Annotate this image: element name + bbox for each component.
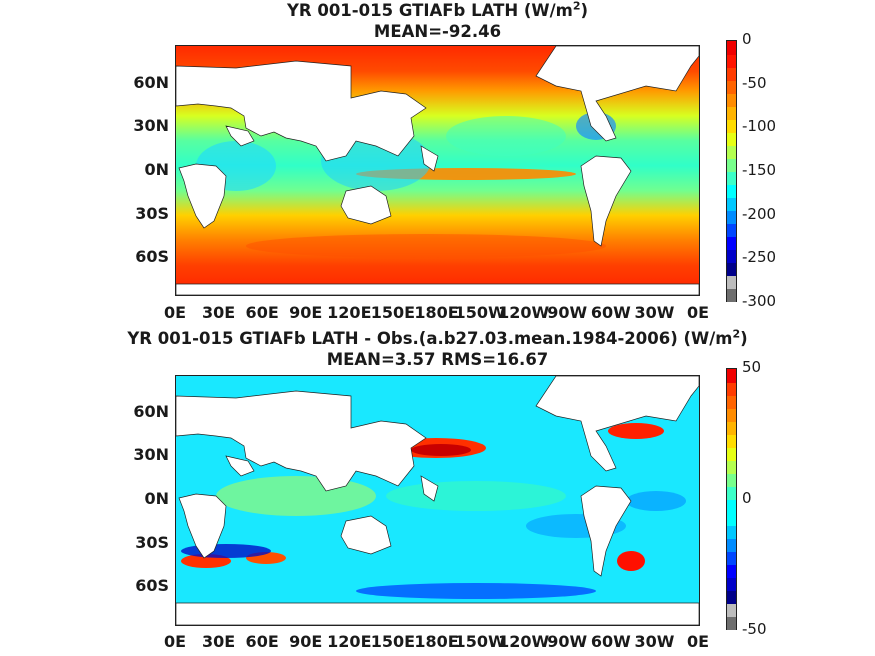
colorbar-swatch <box>727 395 736 409</box>
lon-label: 0E <box>686 303 710 322</box>
colorbar-swatch <box>727 460 736 474</box>
lon-label: 60E <box>245 303 279 322</box>
lon-label: 30W <box>634 632 675 651</box>
lon-label: 150E <box>370 303 416 322</box>
panel1-title-line1: YR 001-015 GTIAFb LATH (W/m2) <box>286 0 589 21</box>
colorbar-tick-label: -50 <box>742 620 767 638</box>
lon-label: 150W <box>454 303 506 322</box>
colorbar-tick-label: 0 <box>742 489 752 507</box>
colorbar-swatch <box>727 486 736 500</box>
colorbar-swatch <box>727 525 736 539</box>
panel1-map <box>175 45 700 296</box>
colorbar-tick-label: -150 <box>742 161 777 179</box>
colorbar-tick-label: 0 <box>742 30 752 48</box>
lon-label: 0E <box>163 632 187 651</box>
panel1-lat-label: 0N <box>144 160 169 179</box>
colorbar-swatch <box>727 54 736 68</box>
lon-label: 180E <box>414 303 459 322</box>
lon-label: 60W <box>590 303 631 322</box>
panel2-lat-label: 0N <box>144 489 169 508</box>
panel2-map <box>175 375 700 626</box>
lon-label: 60E <box>245 632 279 651</box>
colorbar-swatch <box>727 119 736 133</box>
panel2-colorbar <box>726 368 737 630</box>
colorbar-swatch <box>727 171 736 185</box>
colorbar-tick-label: -200 <box>742 204 777 223</box>
colorbar-swatch <box>727 41 736 55</box>
colorbar-tick-label: -50 <box>742 73 767 92</box>
panel2-map-svg <box>176 376 699 625</box>
colorbar-tick-label: -250 <box>742 248 777 267</box>
colorbar-swatch <box>727 132 736 146</box>
colorbar-tick-label: -300 <box>742 292 777 310</box>
panel1-lat-label: 60S <box>135 247 169 266</box>
colorbar-swatch <box>727 275 736 289</box>
panel2-lat-label: 30N <box>133 445 169 464</box>
lon-label: 150E <box>370 632 416 651</box>
colorbar-swatch <box>727 447 736 461</box>
panel1-title-line2: MEAN=-92.46 <box>373 22 502 41</box>
colorbar-swatch <box>727 382 736 396</box>
colorbar-swatch <box>727 564 736 578</box>
colorbar-swatch <box>727 434 736 448</box>
colorbar-swatch <box>727 603 736 617</box>
colorbar-swatch <box>727 223 736 237</box>
panel1-lat-label: 60N <box>133 73 169 92</box>
lon-label: 90E <box>289 632 323 651</box>
colorbar-swatch <box>727 512 736 526</box>
panel2-lat-label: 60S <box>135 576 169 595</box>
colorbar-swatch <box>727 197 736 211</box>
colorbar-swatch <box>727 590 736 604</box>
colorbar-swatch <box>727 499 736 513</box>
colorbar-swatch <box>727 408 736 422</box>
panel2-title-line2: MEAN=3.57 RMS=16.67 <box>326 350 549 369</box>
lon-label: 120W <box>498 632 550 651</box>
lon-label: 30E <box>201 303 236 322</box>
colorbar-tick-label: -100 <box>742 117 777 136</box>
colorbar-swatch <box>727 369 736 383</box>
lon-label: 90W <box>547 632 588 651</box>
panel1-map-svg <box>176 46 699 295</box>
lon-label: 180E <box>414 632 459 651</box>
lon-label: 120W <box>498 303 550 322</box>
colorbar-swatch <box>727 249 736 263</box>
colorbar-swatch <box>727 210 736 224</box>
lon-label: 0E <box>163 303 187 322</box>
colorbar-swatch <box>727 288 736 302</box>
colorbar-swatch <box>727 67 736 81</box>
lon-label: 90E <box>289 303 323 322</box>
panel1-lat-label: 30N <box>133 116 169 135</box>
lon-label: 60W <box>590 632 631 651</box>
colorbar-swatch <box>727 551 736 565</box>
colorbar-swatch <box>727 421 736 435</box>
colorbar-swatch <box>727 473 736 487</box>
colorbar-swatch <box>727 262 736 276</box>
lon-label: 120E <box>327 632 372 651</box>
panel1-lat-label: 30S <box>135 204 169 223</box>
lon-label: 30W <box>634 303 675 322</box>
panel1-colorbar <box>726 40 737 302</box>
panel2-lat-label: 30S <box>135 533 169 552</box>
colorbar-swatch <box>727 577 736 591</box>
colorbar-swatch <box>727 106 736 120</box>
colorbar-swatch <box>727 616 736 630</box>
lon-label: 90W <box>547 303 588 322</box>
colorbar-swatch <box>727 184 736 198</box>
lon-label: 30E <box>201 632 236 651</box>
panel2-lat-label: 60N <box>133 402 169 421</box>
colorbar-swatch <box>727 538 736 552</box>
colorbar-swatch <box>727 145 736 159</box>
colorbar-swatch <box>727 93 736 107</box>
lon-label: 0E <box>686 632 710 651</box>
colorbar-swatch <box>727 158 736 172</box>
panel2-title-line1: YR 001-015 GTIAFb LATH - Obs.(a.b27.03.m… <box>127 327 748 349</box>
colorbar-swatch <box>727 80 736 94</box>
lon-label: 150W <box>454 632 506 651</box>
lon-label: 120E <box>327 303 372 322</box>
colorbar-swatch <box>727 236 736 250</box>
colorbar-tick-label: 50 <box>742 358 762 376</box>
